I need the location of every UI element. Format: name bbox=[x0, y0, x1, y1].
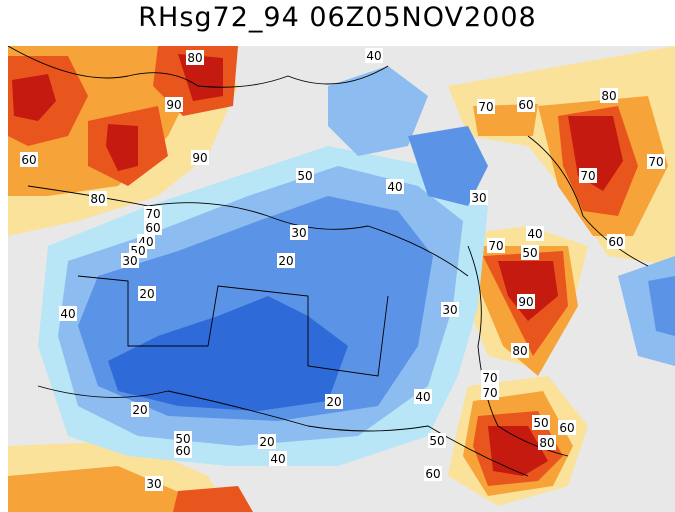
contour-label: 40 bbox=[526, 226, 544, 241]
contour-label: 70 bbox=[487, 238, 505, 253]
contour-label: 80 bbox=[89, 191, 107, 206]
contour-label-text: 80 bbox=[539, 436, 554, 450]
contour-label: 60 bbox=[144, 220, 162, 235]
contour-label-text: 30 bbox=[146, 477, 161, 491]
contour-label: 30 bbox=[121, 253, 139, 268]
contour-label: 20 bbox=[277, 253, 295, 268]
contour-label-text: 50 bbox=[429, 434, 444, 448]
contour-label: 80 bbox=[600, 88, 618, 103]
contour-label-text: 60 bbox=[175, 444, 190, 458]
contour-label: 90 bbox=[165, 97, 183, 112]
contour-label-text: 70 bbox=[145, 207, 160, 221]
contour-label-text: 20 bbox=[259, 435, 274, 449]
contour-label-text: 30 bbox=[442, 303, 457, 317]
contour-label-text: 90 bbox=[192, 151, 207, 165]
contour-label-text: 80 bbox=[90, 192, 105, 206]
contour-label: 80 bbox=[186, 50, 204, 65]
contour-label: 70 bbox=[144, 206, 162, 221]
contour-label: 60 bbox=[424, 466, 442, 481]
contour-label-text: 80 bbox=[601, 89, 616, 103]
contour-label: 50 bbox=[296, 168, 314, 183]
map-title: RHsg72_94 06Z05NOV2008 bbox=[138, 2, 537, 33]
contour-label-text: 60 bbox=[608, 235, 623, 249]
contour-label-text: 50 bbox=[522, 246, 537, 260]
contour-label: 30 bbox=[470, 190, 488, 205]
contour-label: 20 bbox=[325, 394, 343, 409]
contour-label-text: 30 bbox=[471, 191, 486, 205]
contour-label-text: 50 bbox=[175, 432, 190, 446]
contour-label-text: 60 bbox=[518, 98, 533, 112]
contour-label-text: 50 bbox=[533, 416, 548, 430]
contour-label-text: 20 bbox=[278, 254, 293, 268]
contour-label: 30 bbox=[290, 225, 308, 240]
contour-label-text: 60 bbox=[21, 153, 36, 167]
contour-label: 30 bbox=[145, 476, 163, 491]
contour-label-text: 70 bbox=[478, 100, 493, 114]
contour-label: 20 bbox=[138, 286, 156, 301]
contour-label-text: 60 bbox=[425, 467, 440, 481]
contour-label: 60 bbox=[20, 152, 38, 167]
contour-label: 30 bbox=[441, 302, 459, 317]
contour-label-text: 30 bbox=[122, 254, 137, 268]
contour-label: 70 bbox=[477, 99, 495, 114]
contour-label-text: 40 bbox=[366, 49, 381, 63]
contour-label-text: 40 bbox=[387, 180, 402, 194]
contour-label: 90 bbox=[191, 150, 209, 165]
contour-label: 40 bbox=[365, 48, 383, 63]
contour-label: 70 bbox=[579, 168, 597, 183]
contour-label-text: 60 bbox=[559, 421, 574, 435]
contour-label: 80 bbox=[511, 343, 529, 358]
contour-label: 40 bbox=[269, 451, 287, 466]
contour-label-text: 90 bbox=[166, 98, 181, 112]
contour-label-text: 70 bbox=[482, 386, 497, 400]
contour-label: 40 bbox=[414, 389, 432, 404]
contour-label: 70 bbox=[647, 154, 665, 169]
contour-label-text: 20 bbox=[139, 287, 154, 301]
contour-label-text: 70 bbox=[648, 155, 663, 169]
contour-label: 20 bbox=[258, 434, 276, 449]
contour-label-text: 30 bbox=[291, 226, 306, 240]
contour-label: 80 bbox=[538, 435, 556, 450]
contour-label-text: 40 bbox=[415, 390, 430, 404]
contour-label: 40 bbox=[386, 179, 404, 194]
contour-label-text: 80 bbox=[512, 344, 527, 358]
contour-label: 60 bbox=[517, 97, 535, 112]
contour-label-text: 70 bbox=[488, 239, 503, 253]
contour-label: 90 bbox=[517, 294, 535, 309]
contour-label-text: 60 bbox=[145, 221, 160, 235]
contour-label: 70 bbox=[481, 370, 499, 385]
contour-label-text: 20 bbox=[132, 403, 147, 417]
coastline-lines bbox=[8, 46, 649, 477]
contour-label: 50 bbox=[174, 431, 192, 446]
contour-label-text: 90 bbox=[518, 295, 533, 309]
contour-label: 60 bbox=[558, 420, 576, 435]
contour-label: 50 bbox=[532, 415, 550, 430]
contour-label-text: 40 bbox=[60, 307, 75, 321]
contour-label: 20 bbox=[131, 402, 149, 417]
contour-label: 50 bbox=[428, 433, 446, 448]
contour-label-text: 40 bbox=[270, 452, 285, 466]
contour-label-text: 50 bbox=[297, 169, 312, 183]
contour-label-text: 80 bbox=[187, 51, 202, 65]
contour-label-text: 40 bbox=[527, 227, 542, 241]
contour-label-text: 70 bbox=[580, 169, 595, 183]
contour-label-text: 70 bbox=[482, 371, 497, 385]
contour-label: 50 bbox=[521, 245, 539, 260]
contour-label: 60 bbox=[607, 234, 625, 249]
contour-label: 60 bbox=[174, 443, 192, 458]
contour-label-text: 20 bbox=[326, 395, 341, 409]
contour-label: 40 bbox=[59, 306, 77, 321]
contour-label: 70 bbox=[481, 385, 499, 400]
